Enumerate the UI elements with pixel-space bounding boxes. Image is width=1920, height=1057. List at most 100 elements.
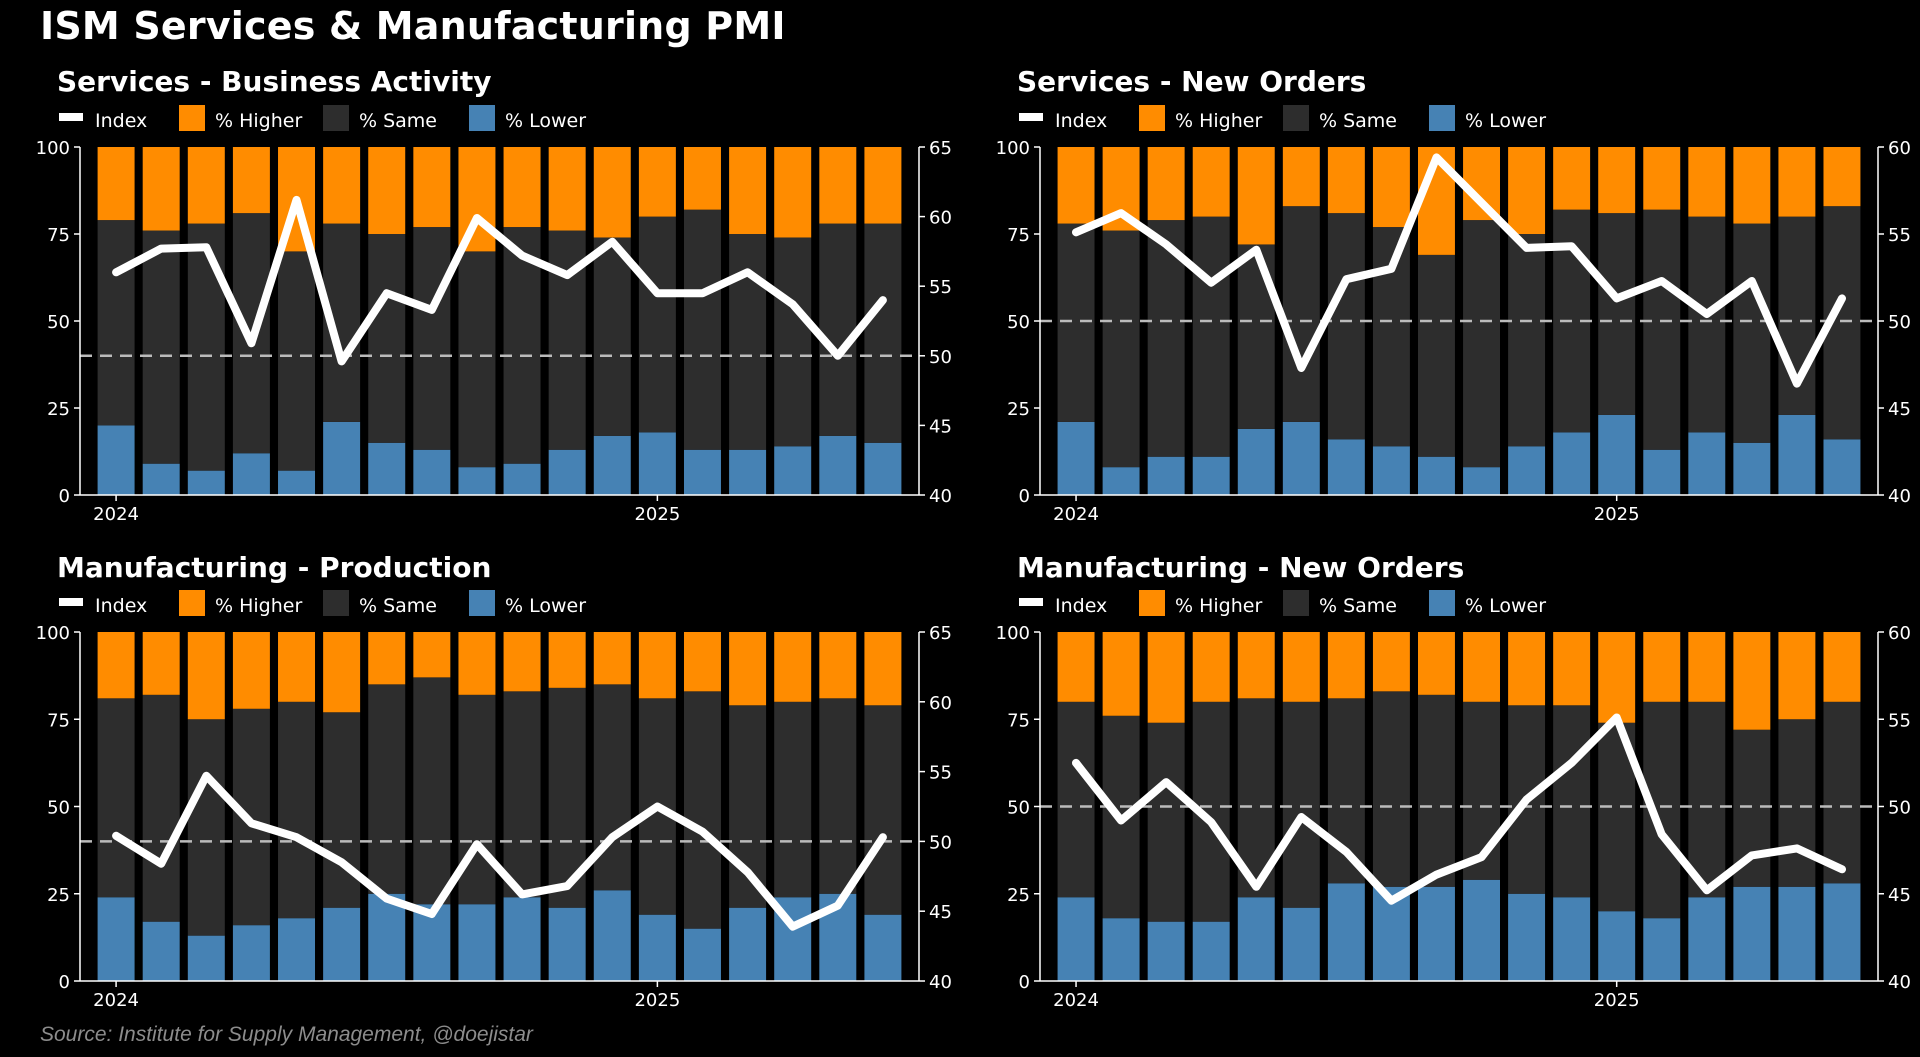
legend-same-swatch	[1283, 105, 1309, 131]
legend-index-swatch	[1019, 598, 1043, 606]
bar-higher	[638, 147, 676, 217]
bar-lower	[774, 446, 812, 495]
bar-lower	[1192, 921, 1230, 981]
right-tick-label: 40	[1888, 486, 1911, 507]
legend-higher-label: % Higher	[215, 595, 302, 617]
legend-lower-label: % Lower	[1465, 595, 1546, 617]
bar-same	[1057, 223, 1095, 422]
bar-lower	[1508, 446, 1546, 495]
bar-same	[864, 223, 902, 443]
bar-lower	[1508, 893, 1546, 981]
bar-higher	[278, 632, 316, 702]
legend-same-swatch	[323, 105, 349, 131]
bar-lower	[729, 907, 767, 981]
bar-same	[1643, 209, 1681, 450]
bar-lower	[1733, 886, 1771, 981]
bar-higher	[413, 147, 451, 228]
bar-same	[1372, 691, 1410, 887]
x-tick-label: 2025	[634, 990, 680, 1011]
left-tick-label: 50	[1007, 312, 1030, 333]
bar-same	[503, 227, 541, 464]
bar-lower	[1733, 442, 1771, 495]
legend-index-swatch	[59, 113, 83, 121]
legend-same-label: % Same	[1319, 110, 1397, 132]
bar-higher	[1057, 632, 1095, 702]
legend-higher-swatch	[1139, 590, 1165, 616]
bar-lower	[1057, 421, 1095, 495]
bar-lower	[1643, 449, 1681, 495]
bar-same	[503, 691, 541, 898]
bar-same	[97, 698, 135, 898]
bar-same	[683, 691, 721, 929]
bar-lower	[368, 893, 406, 981]
bar-higher	[683, 632, 721, 692]
legend-lower-label: % Lower	[1465, 110, 1546, 132]
index-line	[112, 195, 887, 366]
right-tick-label: 50	[929, 832, 952, 853]
bar-higher	[1463, 632, 1500, 702]
bar-same	[1282, 701, 1320, 908]
bar-higher	[232, 147, 270, 214]
bar-higher	[1372, 632, 1410, 692]
bar-lower	[232, 453, 270, 495]
legend-same-label: % Same	[359, 110, 437, 132]
bar-same	[1102, 230, 1140, 468]
bar-same	[1463, 701, 1500, 880]
bar-same	[368, 234, 406, 443]
bar-lower	[97, 425, 135, 495]
panel-title: Services - Business Activity	[57, 65, 491, 98]
bar-lower	[1598, 911, 1636, 981]
bar-same	[1418, 694, 1455, 887]
bar-lower	[1778, 414, 1816, 495]
bar-same	[413, 677, 451, 905]
bar-higher	[1147, 147, 1185, 221]
bar-same	[638, 216, 676, 433]
bar-same	[1057, 701, 1095, 898]
right-tick-label: 60	[929, 208, 952, 229]
bar-higher	[729, 632, 767, 706]
bar-lower	[1327, 439, 1365, 495]
bar-higher	[548, 632, 586, 688]
legend-lower-swatch	[469, 105, 495, 131]
panel-title: Services - New Orders	[1017, 65, 1366, 98]
index-line	[112, 771, 887, 931]
legend-index-label: Index	[1055, 595, 1107, 617]
bar-lower	[593, 890, 631, 981]
bar-lower	[1192, 456, 1230, 495]
bar-higher	[593, 147, 631, 238]
bar-higher	[142, 632, 180, 695]
bar-higher	[1823, 147, 1861, 207]
bar-lower	[548, 449, 586, 495]
bar-lower	[1553, 897, 1591, 981]
right-tick-label: 65	[929, 623, 952, 644]
bar-lower	[142, 921, 180, 981]
bar-lower	[819, 435, 857, 495]
right-tick-label: 55	[1888, 710, 1911, 731]
bar-same	[1733, 223, 1771, 443]
right-tick-label: 40	[929, 486, 952, 507]
right-tick-label: 65	[929, 138, 952, 159]
bar-lower	[638, 914, 676, 981]
bar-same	[1778, 719, 1816, 887]
bar-lower	[864, 442, 902, 495]
left-tick-label: 100	[996, 623, 1030, 644]
bar-lower	[1778, 886, 1816, 981]
bar-higher	[1057, 147, 1095, 224]
bar-lower	[1282, 421, 1320, 495]
bar-same	[1508, 234, 1546, 447]
bar-lower	[323, 907, 361, 981]
left-tick-label: 0	[59, 972, 70, 993]
right-tick-label: 40	[1888, 972, 1911, 993]
bar-same	[774, 237, 812, 447]
bar-higher	[683, 147, 721, 210]
bar-lower	[1327, 883, 1365, 981]
right-tick-label: 55	[1888, 225, 1911, 246]
bar-higher	[1598, 147, 1636, 214]
x-tick-label: 2025	[1594, 990, 1640, 1011]
bar-lower	[729, 449, 767, 495]
bar-higher	[1598, 632, 1636, 723]
bar-same	[97, 220, 135, 426]
